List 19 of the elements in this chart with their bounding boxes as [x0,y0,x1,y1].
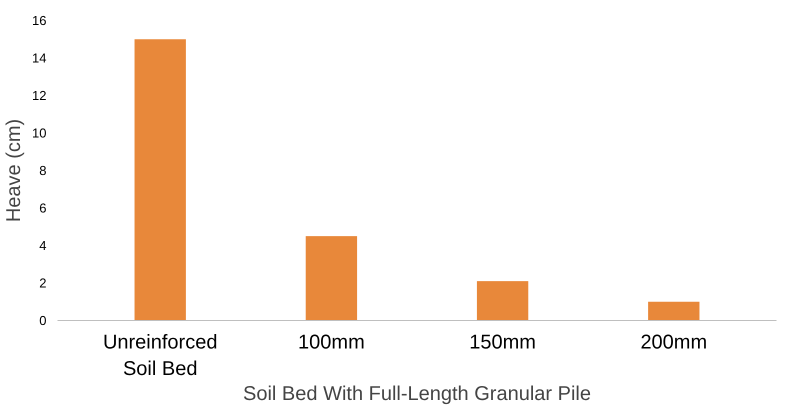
x-tick-label: 100mm [298,332,365,354]
y-tick-label: 6 [39,200,47,216]
y-tick-label: 8 [39,163,47,178]
bar [306,236,358,320]
y-tick-label: 14 [32,50,47,66]
x-tick-label: 200mm [640,332,708,354]
bar [648,302,700,320]
bar [134,39,186,320]
y-tick-label: 16 [32,13,47,28]
x-axis-title: Soil Bed With Full-Length Granular Pile [243,382,591,405]
y-tick-label: 0 [39,313,47,328]
y-tick-label: 4 [39,238,47,253]
x-tick-label: 150mm [469,332,536,354]
y-tick-label: 12 [32,88,47,103]
y-tick-label: 2 [39,276,47,290]
y-axis-title: Heave (cm) [3,118,26,222]
x-tick-label: Unreinforced Soil Bed [102,332,218,380]
y-tick-label: 10 [32,126,47,140]
bar [476,281,528,320]
